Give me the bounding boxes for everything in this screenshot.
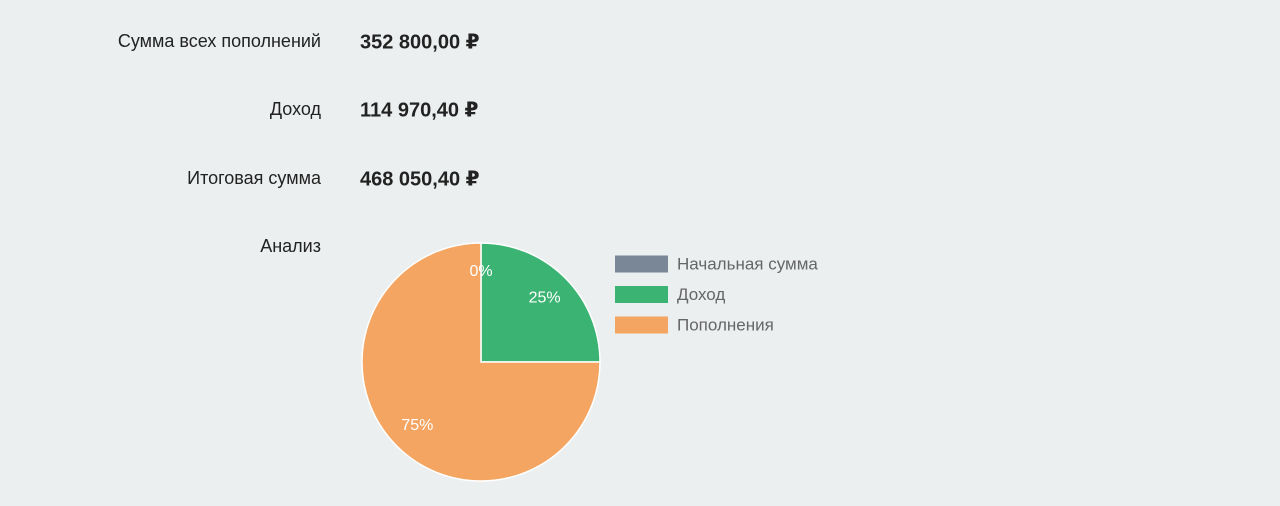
row-label: Доход (270, 99, 322, 119)
row-value: 114 970,40 ₽ (360, 99, 479, 121)
legend-label: Начальная сумма (677, 254, 818, 273)
row-value: 468 050,40 ₽ (360, 168, 480, 190)
row-label: Анализ (260, 236, 321, 256)
legend-swatch (615, 316, 668, 334)
legend-swatch (615, 255, 668, 273)
legend-label: Пополнения (677, 315, 774, 334)
legend-swatch (615, 286, 668, 303)
legend-label: Доход (677, 285, 725, 304)
slice-label: 25% (529, 290, 561, 307)
pie-slice (361, 242, 601, 482)
pie-slice (480, 242, 601, 363)
row-value: 352 800,00 ₽ (360, 31, 480, 53)
slice-label: 0% (469, 263, 492, 280)
row-label: Итоговая сумма (187, 168, 322, 188)
slice-label: 75% (401, 417, 433, 434)
row-label: Сумма всех пополнений (118, 31, 321, 51)
